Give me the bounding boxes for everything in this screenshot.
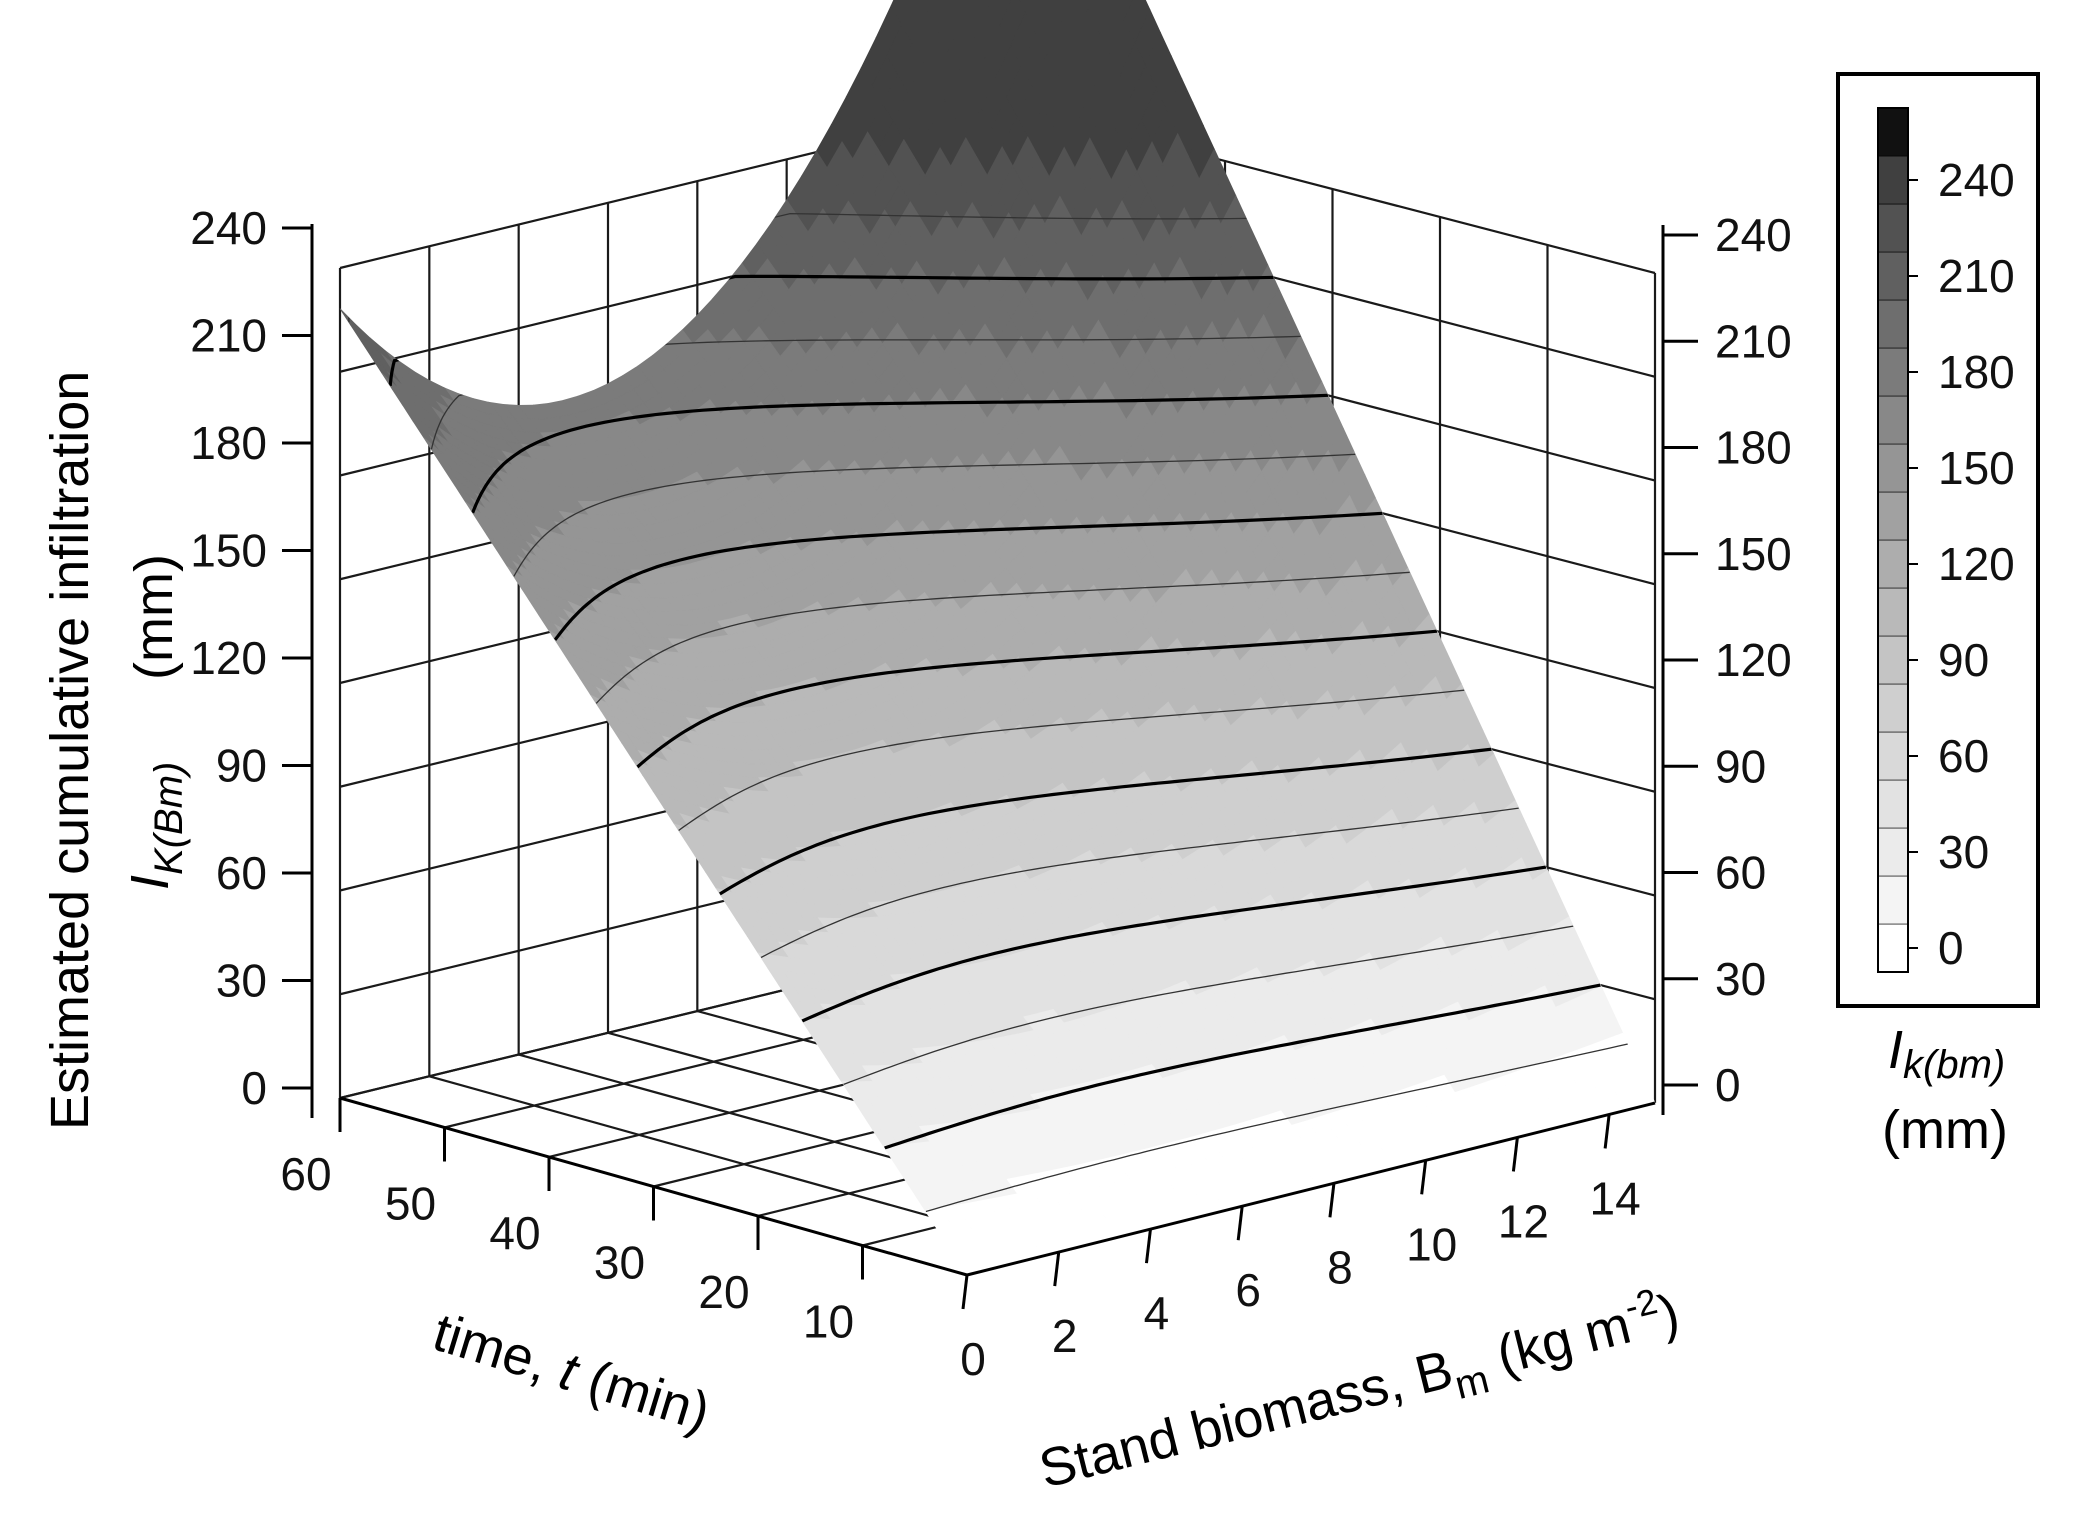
legend-bar-outline bbox=[1877, 107, 1909, 973]
z-tick-label-right: 30 bbox=[1715, 953, 1766, 1005]
contour-line-major bbox=[471, 393, 1329, 514]
y-tick-label: 6 bbox=[1235, 1264, 1261, 1316]
legend-swatch bbox=[1877, 443, 1909, 493]
y-tick bbox=[1144, 1228, 1152, 1264]
z-tick-label-left: 210 bbox=[190, 310, 267, 362]
y-tick-label: 0 bbox=[960, 1333, 986, 1385]
y-tick-label: 8 bbox=[1327, 1241, 1353, 1293]
y-tick-label: 12 bbox=[1498, 1195, 1549, 1247]
z-axis-title: Estimated cumulative infiltration bbox=[40, 371, 100, 1130]
y-tick bbox=[1420, 1160, 1428, 1195]
z-tick-label-left: 90 bbox=[216, 740, 267, 792]
z-tick-label-right: 0 bbox=[1715, 1059, 1741, 1111]
legend-swatch bbox=[1877, 203, 1909, 253]
y-tick-label: 4 bbox=[1144, 1287, 1170, 1339]
legend-swatch bbox=[1877, 395, 1909, 445]
z-tick-label-left: 60 bbox=[216, 847, 267, 899]
y-tick bbox=[1511, 1137, 1519, 1172]
y-tick bbox=[1053, 1251, 1061, 1287]
x-tick-label: 50 bbox=[385, 1178, 436, 1230]
legend-swatch bbox=[1877, 731, 1909, 781]
legend-swatch bbox=[1877, 779, 1909, 829]
y-tick bbox=[1603, 1114, 1611, 1149]
z-tick-label-right: 90 bbox=[1715, 740, 1766, 792]
legend-title-unit: (mm) bbox=[1882, 1100, 2008, 1160]
contour-line-minor bbox=[513, 453, 1356, 577]
contour-line-minor bbox=[430, 335, 1301, 450]
x-tick-label: 60 bbox=[280, 1148, 331, 1200]
axis-labels: 2402101801501209060300240210180150120906… bbox=[190, 202, 1792, 1385]
z-tick-label-right: 120 bbox=[1715, 634, 1792, 686]
z-tick-label-left: 240 bbox=[190, 202, 267, 254]
z-tick-label-right: 180 bbox=[1715, 422, 1792, 474]
z-tick-label-left: 180 bbox=[190, 417, 267, 469]
legend-swatch bbox=[1877, 827, 1909, 877]
contour-line-minor bbox=[760, 807, 1519, 959]
x-axis-title: time, t (min) bbox=[426, 1302, 716, 1443]
contour-line-major bbox=[801, 865, 1547, 1023]
surface-patch bbox=[339, 308, 366, 340]
legend-swatch bbox=[1877, 635, 1909, 685]
y-tick bbox=[1236, 1206, 1244, 1241]
x-tick-label: 20 bbox=[698, 1266, 749, 1318]
legend-swatch bbox=[1877, 107, 1909, 157]
z-tick-label-left: 150 bbox=[190, 525, 267, 577]
y-tick bbox=[1328, 1183, 1336, 1218]
x-tick-label: 30 bbox=[594, 1237, 645, 1289]
z-tick-label-right: 240 bbox=[1715, 209, 1792, 261]
contour-line-minor bbox=[843, 925, 1574, 1086]
x-tick-label: 10 bbox=[803, 1296, 854, 1348]
legend-label: 60 bbox=[1938, 730, 1989, 782]
z-tick-label-left: 30 bbox=[216, 955, 267, 1007]
legend-swatch bbox=[1877, 683, 1909, 733]
legend-swatch bbox=[1877, 539, 1909, 589]
legend-swatch bbox=[1877, 251, 1909, 301]
legend-title-variable: Ik(bm) bbox=[1888, 1020, 2005, 1087]
legend-label: 0 bbox=[1938, 922, 1964, 974]
legend-label: 210 bbox=[1938, 250, 2015, 302]
contour-line-major bbox=[553, 511, 1383, 641]
z-axis-unit: (mm) bbox=[124, 554, 184, 680]
legend-swatch bbox=[1877, 299, 1909, 349]
legend-swatch bbox=[1877, 155, 1909, 205]
contour-line-minor bbox=[678, 689, 1465, 832]
legend-label: 120 bbox=[1938, 538, 2015, 590]
z-axis-variable: IK(Bm) bbox=[120, 762, 191, 890]
legend-label: 180 bbox=[1938, 346, 2015, 398]
surface-patch bbox=[985, 0, 992, 7]
contour-line-minor bbox=[348, 212, 1247, 323]
axes bbox=[282, 224, 1698, 1310]
legend-swatch bbox=[1877, 875, 1909, 925]
legend-colorbar bbox=[1877, 107, 1909, 973]
z-tick-label-right: 210 bbox=[1715, 315, 1792, 367]
contour-line-major bbox=[884, 983, 1601, 1150]
contour-line-major bbox=[718, 747, 1492, 896]
legend-label: 240 bbox=[1938, 154, 2015, 206]
legend-swatch bbox=[1877, 923, 1909, 973]
legend-swatch bbox=[1877, 491, 1909, 541]
y-axis bbox=[966, 1101, 1656, 1277]
legend-label: 90 bbox=[1938, 634, 1989, 686]
legend-label: 150 bbox=[1938, 442, 2015, 494]
y-tick-label: 2 bbox=[1052, 1310, 1078, 1362]
z-tick-label-right: 150 bbox=[1715, 528, 1792, 580]
legend-labels: 240 210 180 150 120 90 60 30 0 bbox=[1908, 154, 2015, 974]
z-tick-label-right: 60 bbox=[1715, 847, 1766, 899]
legend-label: 30 bbox=[1938, 826, 1989, 878]
x-tick-label: 40 bbox=[489, 1207, 540, 1259]
z-tick-label-left: 0 bbox=[241, 1062, 267, 1114]
contour-line-major bbox=[636, 629, 1438, 769]
z-tick-label-left: 120 bbox=[190, 632, 267, 684]
legend-swatch bbox=[1877, 587, 1909, 637]
y-tick bbox=[961, 1274, 969, 1310]
y-tick-label: 14 bbox=[1590, 1172, 1641, 1224]
legend-box bbox=[1836, 72, 2040, 1008]
legend-swatch bbox=[1877, 347, 1909, 397]
legend: 240 210 180 150 120 90 60 30 0 Ik(bm) (mm) bbox=[1836, 72, 2040, 1160]
y-tick-label: 10 bbox=[1406, 1218, 1457, 1270]
contour-line-minor bbox=[925, 1043, 1628, 1213]
y-axis-title: Stand biomass, Bm (kg m-2) bbox=[1032, 1276, 1688, 1511]
contour-line-minor bbox=[595, 571, 1410, 704]
